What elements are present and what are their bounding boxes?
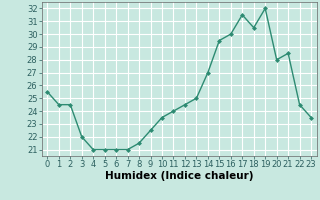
X-axis label: Humidex (Indice chaleur): Humidex (Indice chaleur): [105, 171, 253, 181]
